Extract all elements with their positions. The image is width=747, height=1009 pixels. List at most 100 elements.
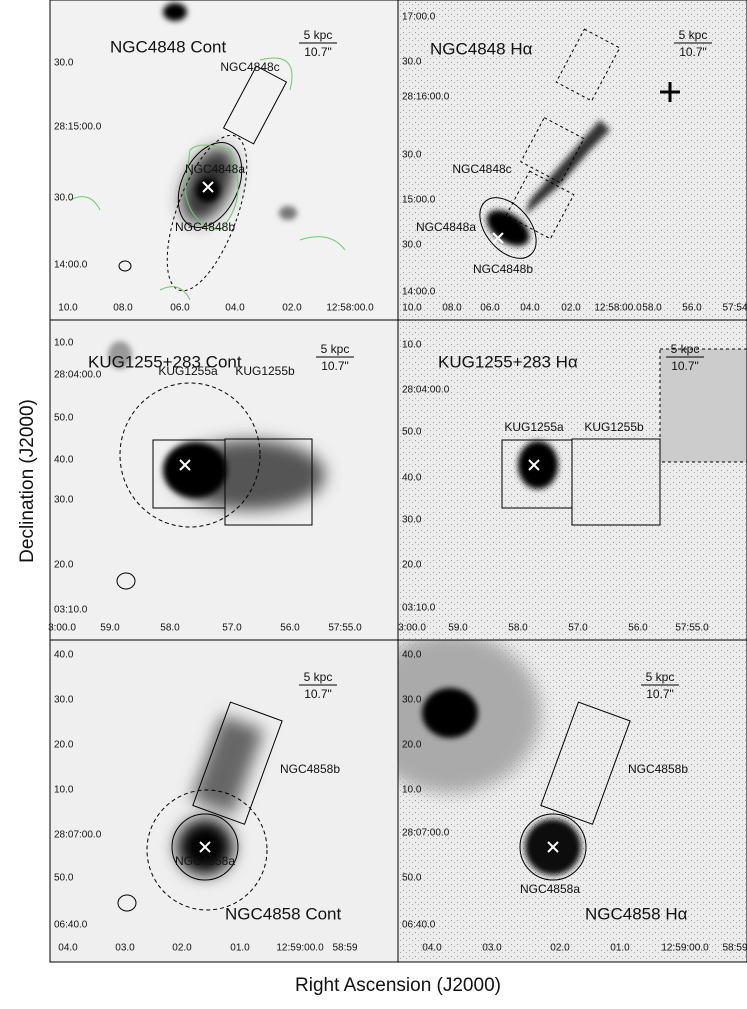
y-tick-label: 30.0 bbox=[402, 150, 422, 161]
x-tick-label: 12:58:00.0 bbox=[326, 303, 374, 314]
y-tick-label: 30.0 bbox=[54, 495, 74, 506]
region-label: NGC4858a bbox=[175, 854, 235, 868]
x-tick-label: 57.0 bbox=[568, 623, 588, 634]
y-tick-label: 30.0 bbox=[54, 193, 74, 204]
y-tick-label: 20.0 bbox=[402, 740, 422, 751]
x-tick-label: 02.0 bbox=[282, 303, 302, 314]
y-tick-label: 03:10.0 bbox=[54, 605, 88, 616]
scale-length: 5 kpc bbox=[679, 28, 708, 42]
scale-angle: 10.7" bbox=[671, 359, 699, 373]
y-tick-label: 14:00.0 bbox=[54, 260, 88, 271]
y-tick-label: 30.0 bbox=[54, 58, 74, 69]
y-tick-label: 15:00.0 bbox=[402, 195, 436, 206]
x-tick-label: 08.0 bbox=[113, 303, 133, 314]
y-tick-label: 30.0 bbox=[402, 240, 422, 251]
x-tick-label: 12:59:00.0 bbox=[276, 943, 324, 954]
x-tick-label: 59.0 bbox=[448, 623, 468, 634]
x-tick-label: 04.0 bbox=[520, 303, 540, 314]
panel-images bbox=[49, 0, 747, 963]
x-tick-label: 56.0 bbox=[628, 623, 648, 634]
y-tick-label: 30.0 bbox=[402, 515, 422, 526]
x-tick-label: 03.0 bbox=[482, 943, 502, 954]
y-tick-label: 50.0 bbox=[54, 413, 74, 424]
region-label: KUG1255a bbox=[158, 364, 218, 378]
y-tick-label: 28:04:00.0 bbox=[54, 370, 102, 381]
y-tick-label: 40.0 bbox=[402, 473, 422, 484]
x-tick-label: 10.0 bbox=[58, 303, 78, 314]
y-tick-label: 30.0 bbox=[402, 57, 422, 68]
y-tick-label: 30.0 bbox=[54, 695, 74, 706]
scale-length: 5 kpc bbox=[304, 28, 333, 42]
x-tick-label: 01.0 bbox=[610, 943, 630, 954]
panel-title: KUG1255+283 Cont bbox=[88, 352, 242, 371]
y-tick-label: 03:10.0 bbox=[402, 603, 436, 614]
panel-title: NGC4848 Hα bbox=[430, 39, 533, 58]
region-label: NGC4848b bbox=[473, 262, 533, 276]
x-tick-label: 57:54 bbox=[722, 303, 747, 314]
x-tick-label: 10.0 bbox=[402, 303, 422, 314]
y-tick-label: 20.0 bbox=[54, 740, 74, 751]
x-tick-label: 01.0 bbox=[230, 943, 250, 954]
x-tick-label: 12:59:00.0 bbox=[661, 943, 709, 954]
panel-title: NGC4848 Cont bbox=[110, 37, 227, 56]
y-tick-label: 50.0 bbox=[402, 427, 422, 438]
y-tick-label: 10.0 bbox=[402, 785, 422, 796]
y-tick-label: 40.0 bbox=[54, 650, 74, 661]
region-label: NGC4848b bbox=[175, 220, 235, 234]
scale-angle: 10.7" bbox=[646, 687, 674, 701]
y-tick-label: 10.0 bbox=[54, 338, 74, 349]
region-label: KUG1255a bbox=[504, 420, 564, 434]
y-tick-label: 06:40.0 bbox=[402, 920, 436, 931]
y-tick-label: 06:40.0 bbox=[54, 920, 88, 931]
y-tick-label: 14:00.0 bbox=[402, 287, 436, 298]
scale-angle: 10.7" bbox=[304, 687, 332, 701]
x-tick-label: 56.0 bbox=[280, 623, 300, 634]
region-label: NGC4858b bbox=[628, 762, 688, 776]
x-tick-label: 04.0 bbox=[422, 943, 442, 954]
y-tick-label: 28:07:00.0 bbox=[54, 830, 102, 841]
region-label: NGC4848c bbox=[452, 162, 511, 176]
region-label: NGC4858a bbox=[520, 882, 580, 896]
y-tick-label: 30.0 bbox=[402, 695, 422, 706]
scale-length: 5 kpc bbox=[321, 342, 350, 356]
panel-title: NGC4858 Cont bbox=[225, 904, 342, 923]
region-label: NGC4858b bbox=[280, 762, 340, 776]
y-tick-label: 10.0 bbox=[402, 340, 422, 351]
panel-title: KUG1255+283 Hα bbox=[438, 352, 578, 371]
x-tick-label: 03.0 bbox=[115, 943, 135, 954]
y-tick-label: 40.0 bbox=[54, 455, 74, 466]
y-tick-label: 28:16:00.0 bbox=[402, 92, 450, 103]
scale-length: 5 kpc bbox=[304, 670, 333, 684]
y-tick-label: 20.0 bbox=[54, 560, 74, 571]
x-axis-label: Right Ascension (J2000) bbox=[295, 975, 501, 996]
region-label: KUG1255b bbox=[584, 420, 644, 434]
x-tick-label: 02.0 bbox=[561, 303, 581, 314]
x-tick-label: 57.0 bbox=[222, 623, 242, 634]
y-tick-label: 10.0 bbox=[54, 785, 74, 796]
x-tick-label: 59.0 bbox=[100, 623, 120, 634]
x-tick-label: 02.0 bbox=[172, 943, 192, 954]
x-tick-label: 58.0 bbox=[160, 623, 180, 634]
y-tick-label: 50.0 bbox=[54, 873, 74, 884]
y-tick-label: 28:07:00.0 bbox=[402, 828, 450, 839]
region-label: NGC4848c bbox=[220, 60, 279, 74]
region-label: NGC4848a bbox=[416, 220, 476, 234]
y-tick-label: 28:04:00.0 bbox=[402, 385, 450, 396]
scale-length: 5 kpc bbox=[671, 342, 700, 356]
x-tick-label: 12:58:00.0 bbox=[594, 303, 642, 314]
x-tick-label: 02.0 bbox=[550, 943, 570, 954]
scale-angle: 10.7" bbox=[679, 45, 707, 59]
x-tick-label: 08.0 bbox=[442, 303, 462, 314]
scale-angle: 10.7" bbox=[321, 359, 349, 373]
y-tick-label: 40.0 bbox=[402, 650, 422, 661]
region-label: NGC4848a bbox=[185, 162, 245, 176]
x-tick-label: 58.0 bbox=[642, 303, 662, 314]
x-tick-label: 3:00.0 bbox=[398, 623, 426, 634]
y-tick-label: 28:15:00.0 bbox=[54, 122, 102, 133]
panel-title: NGC4858 Hα bbox=[585, 904, 688, 923]
x-tick-label: 06.0 bbox=[170, 303, 190, 314]
x-tick-label: 56.0 bbox=[682, 303, 702, 314]
y-tick-label: 50.0 bbox=[402, 873, 422, 884]
x-tick-label: 06.0 bbox=[480, 303, 500, 314]
